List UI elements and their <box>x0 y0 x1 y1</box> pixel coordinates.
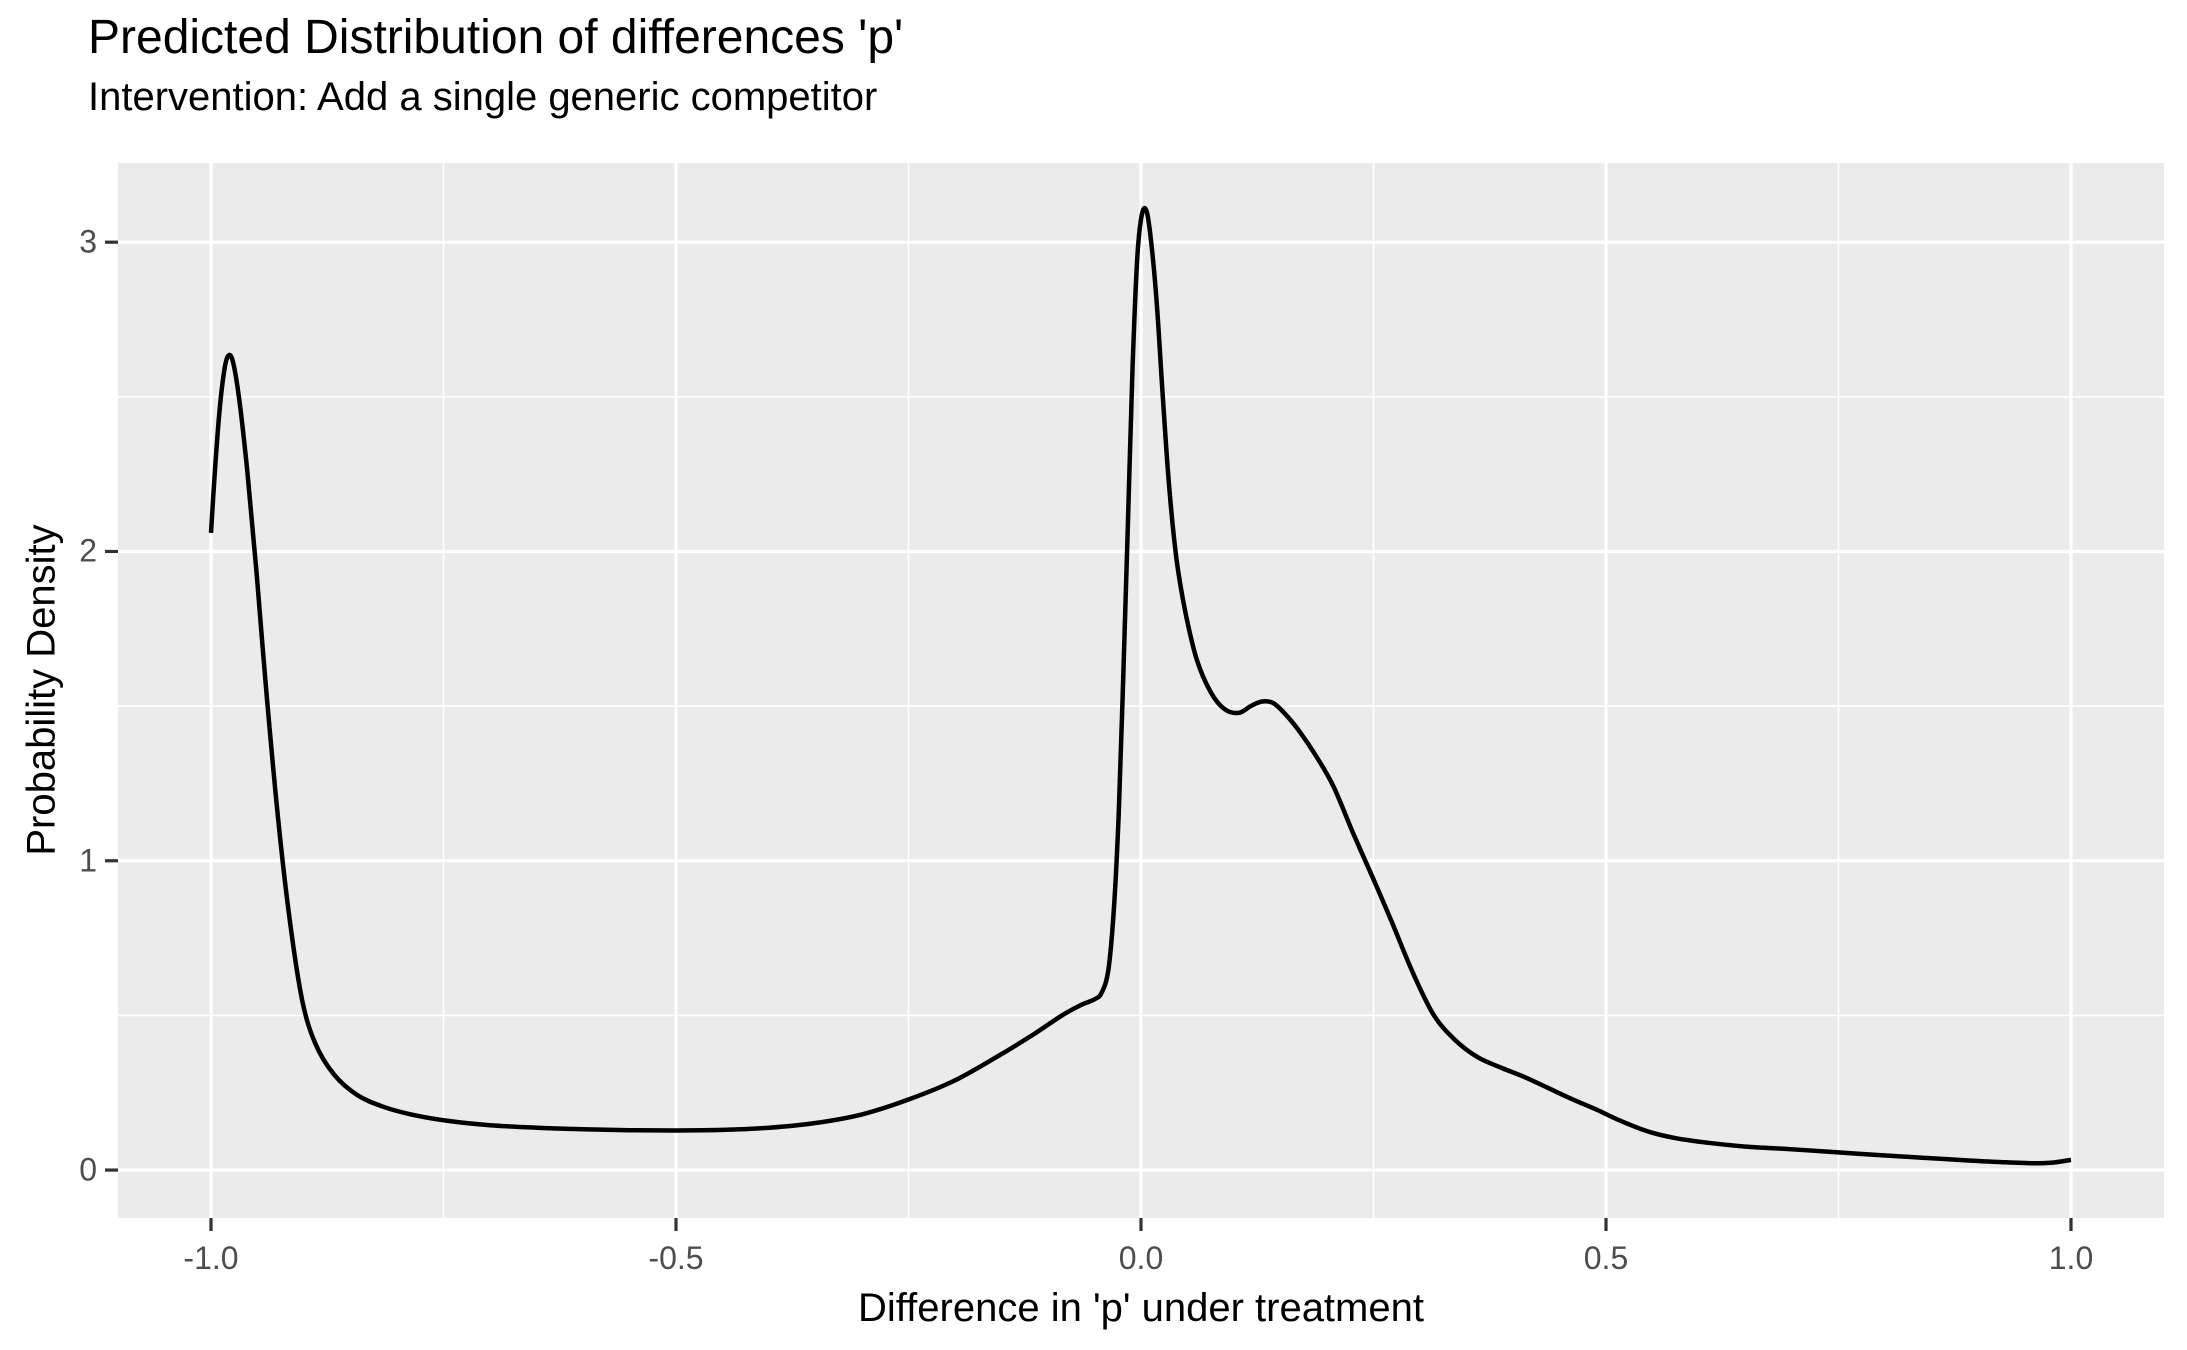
y-tick-label: 3 <box>79 223 97 260</box>
x-tick-label: -0.5 <box>648 1240 704 1276</box>
x-axis-title: Difference in 'p' under treatment <box>858 1286 1424 1330</box>
plot-title: Predicted Distribution of differences 'p… <box>88 11 904 64</box>
x-tick-label: 0.5 <box>1583 1240 1629 1276</box>
density-curve <box>208 205 2072 1166</box>
x-tick-label: 1.0 <box>2048 1240 2094 1276</box>
y-tick-label: 1 <box>79 842 97 879</box>
y-tick-label: 0 <box>79 1151 97 1188</box>
x-tick-label: 0.0 <box>1118 1240 1164 1276</box>
x-tick-label: -1.0 <box>183 1240 239 1276</box>
y-tick-label: 2 <box>79 532 97 569</box>
plot-subtitle: Intervention: Add a single generic compe… <box>88 75 878 119</box>
